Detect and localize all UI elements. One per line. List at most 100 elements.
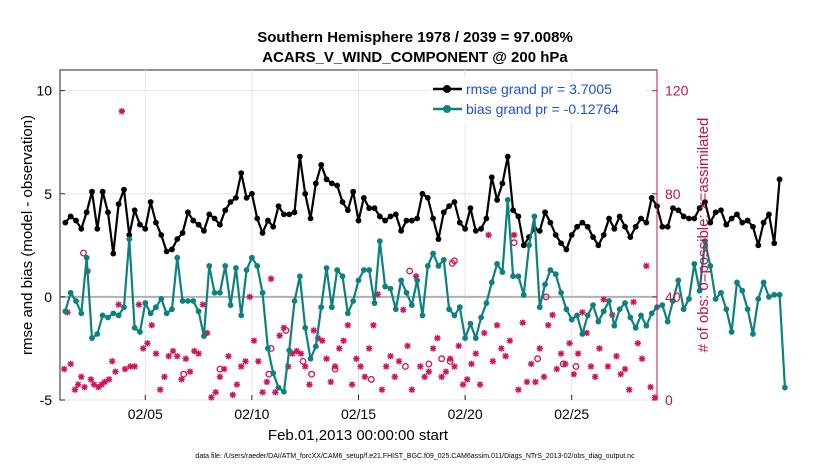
obs-assimilated-marker	[630, 298, 637, 306]
data-point-rmse	[622, 223, 628, 230]
data-point-bias	[755, 296, 762, 302]
data-point-rmse	[392, 211, 399, 218]
obs-assimilated-marker	[566, 340, 573, 347]
data-point-rmse	[563, 246, 570, 253]
data-point-bias	[563, 306, 570, 313]
data-point-bias	[62, 308, 69, 315]
data-point-rmse	[424, 194, 431, 201]
data-point-bias	[430, 250, 437, 257]
obs-assimilated-marker	[208, 394, 215, 401]
obs-assimilated-marker	[259, 389, 266, 396]
data-point-rmse	[440, 209, 447, 216]
data-point-rmse	[408, 217, 415, 224]
obs-assimilated-marker	[596, 345, 603, 352]
data-point-bias	[227, 302, 234, 309]
obs-assimilated-marker	[127, 363, 134, 370]
obs-possible-marker	[534, 355, 542, 363]
obs-assimilated-marker	[157, 386, 164, 393]
data-point-bias	[782, 384, 788, 391]
obs-assimilated-marker	[301, 363, 309, 370]
data-point-bias	[440, 256, 447, 263]
data-point-bias	[366, 267, 373, 273]
data-point-rmse	[515, 213, 522, 220]
data-point-rmse	[398, 227, 405, 234]
obs-assimilated-marker	[455, 342, 462, 350]
data-point-bias	[195, 308, 202, 315]
obs-assimilated-marker	[161, 373, 168, 380]
data-point-bias	[387, 285, 394, 292]
obs-assimilated-marker	[101, 378, 108, 386]
obs-assimilated-marker	[336, 345, 343, 352]
obs-assimilated-marker	[272, 389, 279, 396]
data-point-bias	[211, 289, 218, 296]
obs-assimilated-marker	[391, 373, 398, 380]
data-point-bias	[243, 267, 250, 273]
data-point-rmse	[169, 246, 175, 253]
data-point-bias	[270, 370, 277, 377]
obs-assimilated-marker	[400, 306, 407, 313]
data-point-rmse	[222, 207, 229, 214]
data-point-bias	[83, 254, 90, 261]
data-point-rmse	[659, 223, 666, 230]
y-right-tick-label: 0	[665, 392, 673, 408]
data-point-rmse	[478, 225, 484, 232]
obs-assimilated-marker	[408, 386, 416, 393]
data-point-rmse	[739, 219, 746, 226]
legend-rmse-marker	[443, 85, 451, 93]
obs-assimilated-marker	[643, 262, 650, 270]
obs-assimilated-marker	[250, 337, 258, 344]
obs-assimilated-marker	[90, 381, 98, 388]
data-point-rmse	[728, 215, 735, 222]
obs-assimilated-marker	[357, 363, 364, 370]
obs-assimilated-marker	[579, 309, 586, 316]
obs-assimilated-marker	[540, 373, 548, 380]
data-point-bias	[696, 287, 703, 294]
data-point-bias	[499, 269, 506, 276]
obs-assimilated-marker	[87, 376, 95, 383]
data-point-rmse	[121, 186, 127, 193]
data-point-bias	[408, 302, 415, 309]
obs-assimilated-marker	[621, 365, 629, 373]
data-point-bias	[622, 300, 628, 306]
data-point-rmse	[110, 250, 117, 257]
data-point-rmse	[766, 211, 772, 218]
data-point-rmse	[670, 205, 676, 212]
data-point-bias	[707, 263, 714, 269]
data-point-bias	[307, 355, 314, 362]
y-right-tick-label: 40	[665, 289, 681, 305]
data-point-bias	[648, 310, 655, 317]
data-point-bias	[552, 271, 559, 278]
data-point-rmse	[238, 170, 245, 177]
obs-assimilated-marker	[118, 108, 126, 115]
obs-assimilated-marker	[459, 381, 467, 388]
data-point-rmse	[520, 242, 527, 249]
data-point-bias	[291, 298, 298, 304]
data-point-bias	[616, 306, 623, 313]
data-point-bias	[126, 236, 133, 243]
obs-assimilated-marker	[383, 363, 390, 370]
data-point-bias	[296, 273, 303, 280]
data-point-rmse	[462, 225, 469, 232]
data-point-bias	[328, 304, 335, 311]
data-point-rmse	[137, 221, 143, 228]
data-point-bias	[632, 324, 639, 331]
data-point-rmse	[435, 236, 442, 243]
obs-assimilated-marker	[267, 275, 275, 283]
data-point-bias	[760, 279, 767, 286]
obs-possible-marker	[308, 370, 316, 378]
legend: rmse grand pr = 3.7005 bias grand pr = -…	[430, 78, 645, 123]
data-point-bias	[392, 306, 399, 313]
obs-possible-marker	[367, 375, 375, 383]
obs-possible-marker	[401, 363, 409, 370]
data-point-bias	[398, 277, 405, 284]
data-point-rmse	[744, 217, 751, 224]
x-tick-label: 02/10	[234, 406, 269, 422]
data-point-rmse	[616, 213, 623, 220]
data-point-rmse	[217, 221, 223, 228]
data-point-bias	[558, 289, 564, 296]
data-point-bias	[382, 283, 389, 290]
obs-assimilated-marker	[61, 365, 68, 373]
data-point-rmse	[99, 188, 106, 195]
data-point-bias	[574, 312, 580, 319]
data-point-bias	[451, 312, 458, 319]
